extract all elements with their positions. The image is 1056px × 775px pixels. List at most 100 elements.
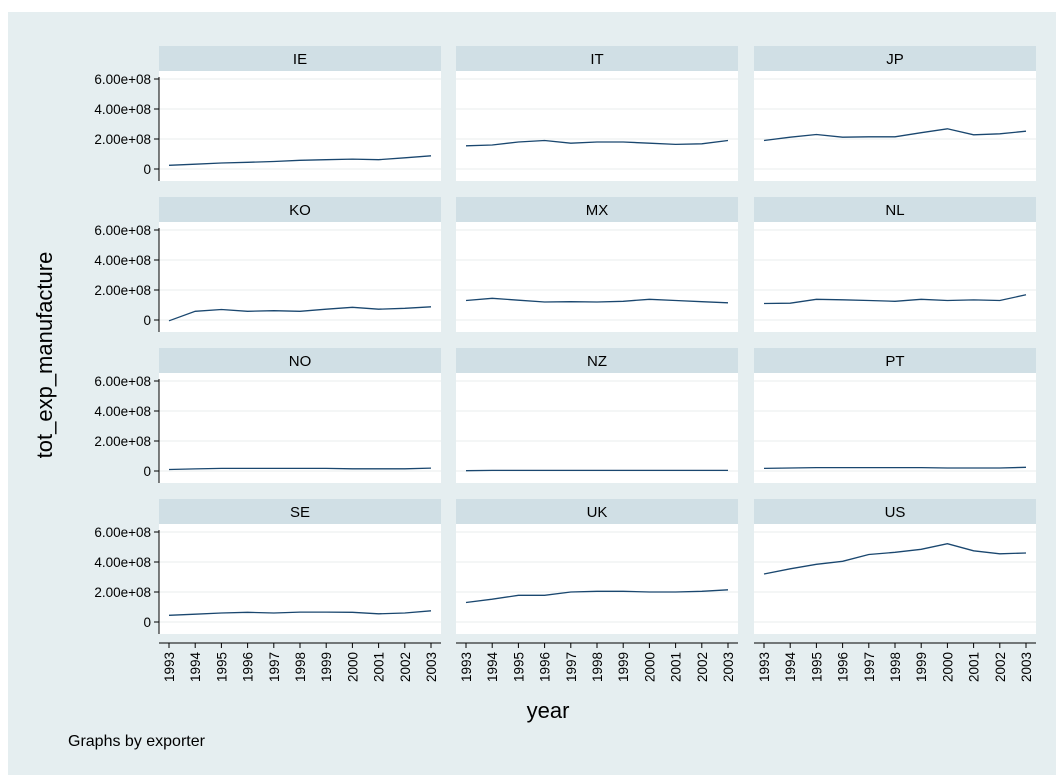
x-tick-label: 2001 [669, 652, 684, 682]
panel-strip [456, 348, 738, 373]
panel-uk: UK 1993 1994 1995 1996 1997 1998 1999 2000 2001 20… [456, 499, 738, 682]
panel-strip [456, 46, 738, 71]
panel-us: US 1993 1994 1995 1996 1997 1998 1999 2000 2001 20… [754, 499, 1036, 682]
x-tick-label: 1998 [293, 652, 308, 682]
panel-plot-area [159, 524, 441, 634]
x-tick-label: 2002 [695, 652, 710, 682]
series-line-us [763, 543, 1027, 575]
x-tick-label: 2000 [642, 652, 657, 682]
y-tick-label: 6.00e+08 [94, 374, 151, 389]
panel-jp: JP [754, 46, 1036, 181]
panel-strip [159, 348, 441, 373]
panel-strip [754, 348, 1036, 373]
y-tick-label: 2.00e+08 [94, 434, 151, 449]
y-tick-label: 0 [143, 464, 151, 479]
panel-plot-area [456, 71, 738, 181]
panel-plot-area [754, 373, 1036, 483]
panel-strip [754, 46, 1036, 71]
panel-plot-area [754, 222, 1036, 332]
panel-plot-area [754, 524, 1036, 634]
panel-ie: IE 0 2.00e+08 4.00e+08 6.00e+08 [94, 46, 441, 181]
panel-pt: PT [754, 348, 1036, 483]
x-tick-label: 1995 [214, 652, 229, 682]
x-tick-label: 1998 [590, 652, 605, 682]
y-tick-label: 0 [143, 615, 151, 630]
series-line-uk [465, 589, 729, 604]
panel-mx: MX [456, 197, 738, 332]
panel-title: IT [590, 51, 603, 68]
series-line-mx [465, 297, 729, 304]
panel-strip [754, 499, 1036, 524]
x-tick-label: 1993 [162, 652, 177, 682]
panel-plot-area [456, 222, 738, 332]
series-line-se [168, 610, 432, 616]
panel-title: UK [587, 504, 608, 521]
x-tick-label: 2003 [721, 652, 736, 682]
y-tick-label: 6.00e+08 [94, 223, 151, 238]
x-tick-label: 1999 [319, 652, 334, 682]
x-tick-label: 1996 [836, 652, 851, 682]
x-tick-label: 1996 [538, 652, 553, 682]
panel-nl: NL [754, 197, 1036, 332]
panel-title: PT [885, 353, 904, 370]
x-tick-label: 1994 [188, 652, 203, 683]
panel-title: NO [289, 353, 312, 370]
y-tick-label: 0 [143, 313, 151, 328]
x-tick-label: 1993 [459, 652, 474, 682]
y-axis-title: tot_exp_manufacture [32, 252, 57, 459]
x-tick-label: 2000 [940, 652, 955, 682]
y-tick-label: 4.00e+08 [94, 555, 151, 570]
panel-se: SE 0 2.00e+08 4.00e+08 6.00e+08 1993 1994 1995 1… [94, 499, 441, 682]
x-tick-label: 2001 [967, 652, 982, 682]
panel-title: JP [886, 51, 904, 68]
x-tick-label: 1996 [241, 652, 256, 682]
y-tick-label: 0 [143, 162, 151, 177]
x-tick-label: 1993 [757, 652, 772, 682]
x-tick-label: 2002 [398, 652, 413, 682]
series-line-ko [168, 306, 432, 322]
y-tick-label: 6.00e+08 [94, 525, 151, 540]
x-tick-label: 2003 [1019, 652, 1034, 682]
panel-plot-area [456, 373, 738, 483]
x-tick-label: 1995 [809, 652, 824, 682]
x-tick-label: 2000 [345, 652, 360, 682]
panel-strip [456, 197, 738, 222]
panel-title: SE [290, 504, 310, 521]
x-tick-label: 1994 [485, 652, 500, 683]
panel-it: IT [456, 46, 738, 181]
panels-group: IE 0 2.00e+08 4.00e+08 6.00e+08 IT JP KO 0 2.00e+… [94, 46, 1036, 682]
panel-strip [159, 499, 441, 524]
panel-plot-area [456, 524, 738, 634]
panel-strip [159, 197, 441, 222]
x-tick-label: 1998 [888, 652, 903, 682]
panel-no: NO 0 2.00e+08 4.00e+08 6.00e+08 [94, 348, 441, 483]
panel-title: NZ [587, 353, 607, 370]
y-tick-label: 6.00e+08 [94, 72, 151, 87]
panel-title: NL [885, 202, 904, 219]
panel-plot-area [754, 71, 1036, 181]
panel-strip [754, 197, 1036, 222]
y-tick-label: 2.00e+08 [94, 585, 151, 600]
panel-plot-area [159, 71, 441, 181]
series-line-no [168, 467, 432, 471]
x-tick-label: 2002 [993, 652, 1008, 682]
panel-strip [456, 499, 738, 524]
series-line-it [465, 139, 729, 147]
y-tick-label: 4.00e+08 [94, 404, 151, 419]
panel-ko: KO 0 2.00e+08 4.00e+08 6.00e+08 [94, 197, 441, 332]
x-tick-label: 1997 [862, 652, 877, 682]
x-tick-label: 1994 [783, 652, 798, 683]
series-line-ie [168, 155, 432, 166]
x-tick-label: 2003 [424, 652, 439, 682]
panel-title: KO [289, 202, 311, 219]
x-tick-label: 1999 [616, 652, 631, 682]
x-tick-label: 1997 [267, 652, 282, 682]
graphs-note: Graphs by exporter [68, 733, 206, 750]
panel-title: US [885, 504, 906, 521]
x-tick-label: 1999 [914, 652, 929, 682]
panel-strip [159, 46, 441, 71]
series-line-jp [763, 128, 1027, 142]
x-tick-label: 1995 [511, 652, 526, 682]
